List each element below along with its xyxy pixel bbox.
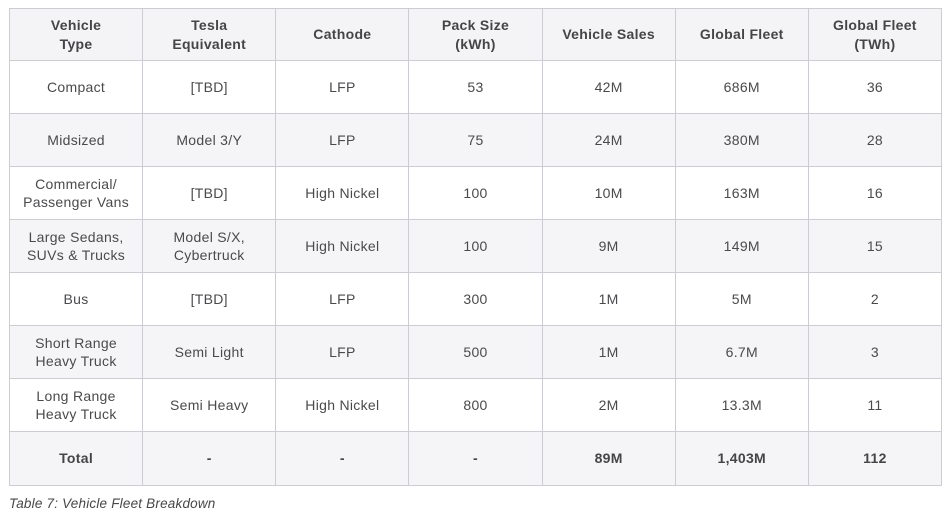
column-header-pack-size: Pack Size (kWh) (408, 8, 543, 61)
table-cell: 16 (807, 166, 943, 220)
table-cell: Model 3/Y (142, 113, 277, 167)
table-cell: 1M (541, 325, 676, 379)
table-cell: Compact (8, 60, 144, 114)
total-cell: Total (8, 431, 144, 486)
table-head: Vehicle Type Tesla Equivalent Cathode Pa… (8, 8, 943, 61)
table-cell: 149M (674, 219, 809, 273)
table-total-row: Total - - - 89M 1,403M 112 (8, 431, 943, 486)
table-cell: Commercial/ Passenger Vans (8, 166, 144, 220)
table-body: Compact [TBD] LFP 53 42M 686M 36 Midsize… (8, 60, 943, 486)
table-cell: 100 (408, 219, 543, 273)
table-header-row: Vehicle Type Tesla Equivalent Cathode Pa… (8, 8, 943, 61)
total-cell: 112 (807, 431, 943, 486)
table-cell: High Nickel (275, 378, 410, 432)
table-cell: LFP (275, 60, 410, 114)
vehicle-fleet-table: Vehicle Type Tesla Equivalent Cathode Pa… (8, 8, 943, 486)
table-cell: 500 (408, 325, 543, 379)
table-cell: 53 (408, 60, 543, 114)
table-cell: 800 (408, 378, 543, 432)
table-cell: 1M (541, 272, 676, 326)
table-cell: 10M (541, 166, 676, 220)
table-cell: 5M (674, 272, 809, 326)
table-cell: 686M (674, 60, 809, 114)
table-cell: 163M (674, 166, 809, 220)
total-cell: - (142, 431, 277, 486)
column-header-cathode: Cathode (275, 8, 410, 61)
table-cell: [TBD] (142, 272, 277, 326)
table-row-long-range-truck: Long Range Heavy Truck Semi Heavy High N… (8, 378, 943, 432)
table-cell: Semi Heavy (142, 378, 277, 432)
table-row-bus: Bus [TBD] LFP 300 1M 5M 2 (8, 272, 943, 326)
table-row-large-sedans: Large Sedans, SUVs & Trucks Model S/X, C… (8, 219, 943, 273)
table-cell: High Nickel (275, 219, 410, 273)
table-cell: Bus (8, 272, 144, 326)
total-cell: 89M (541, 431, 676, 486)
column-header-global-fleet-twh: Global Fleet (TWh) (807, 8, 943, 61)
table-cell: 300 (408, 272, 543, 326)
table-row-commercial-vans: Commercial/ Passenger Vans [TBD] High Ni… (8, 166, 943, 220)
table-cell: LFP (275, 325, 410, 379)
table-cell: 100 (408, 166, 543, 220)
table-cell: 6.7M (674, 325, 809, 379)
table-cell: Model S/X, Cybertruck (142, 219, 277, 273)
table-cell: LFP (275, 113, 410, 167)
table-cell: 36 (807, 60, 943, 114)
table-cell: 42M (541, 60, 676, 114)
column-header-vehicle-sales: Vehicle Sales (541, 8, 676, 61)
table-cell: High Nickel (275, 166, 410, 220)
table-cell: Semi Light (142, 325, 277, 379)
table-caption: Table 7: Vehicle Fleet Breakdown (9, 496, 216, 511)
table-cell: Large Sedans, SUVs & Trucks (8, 219, 144, 273)
column-header-vehicle-type: Vehicle Type (8, 8, 144, 61)
table-row-compact: Compact [TBD] LFP 53 42M 686M 36 (8, 60, 943, 114)
table-row-midsized: Midsized Model 3/Y LFP 75 24M 380M 28 (8, 113, 943, 167)
table-cell: 75 (408, 113, 543, 167)
table-cell: 13.3M (674, 378, 809, 432)
column-header-global-fleet: Global Fleet (674, 8, 809, 61)
table-cell: [TBD] (142, 166, 277, 220)
table-cell: Long Range Heavy Truck (8, 378, 144, 432)
table-cell: LFP (275, 272, 410, 326)
total-cell: - (408, 431, 543, 486)
table-cell: Short Range Heavy Truck (8, 325, 144, 379)
total-cell: 1,403M (674, 431, 809, 486)
table-cell: Midsized (8, 113, 144, 167)
table-cell: 380M (674, 113, 809, 167)
table-cell: 3 (807, 325, 943, 379)
table-cell: [TBD] (142, 60, 277, 114)
table-cell: 2M (541, 378, 676, 432)
total-cell: - (275, 431, 410, 486)
table-row-short-range-truck: Short Range Heavy Truck Semi Light LFP 5… (8, 325, 943, 379)
column-header-tesla-equivalent: Tesla Equivalent (142, 8, 277, 61)
table-cell: 24M (541, 113, 676, 167)
table-cell: 9M (541, 219, 676, 273)
table-cell: 11 (807, 378, 943, 432)
table-cell: 2 (807, 272, 943, 326)
table-cell: 28 (807, 113, 943, 167)
table-cell: 15 (807, 219, 943, 273)
